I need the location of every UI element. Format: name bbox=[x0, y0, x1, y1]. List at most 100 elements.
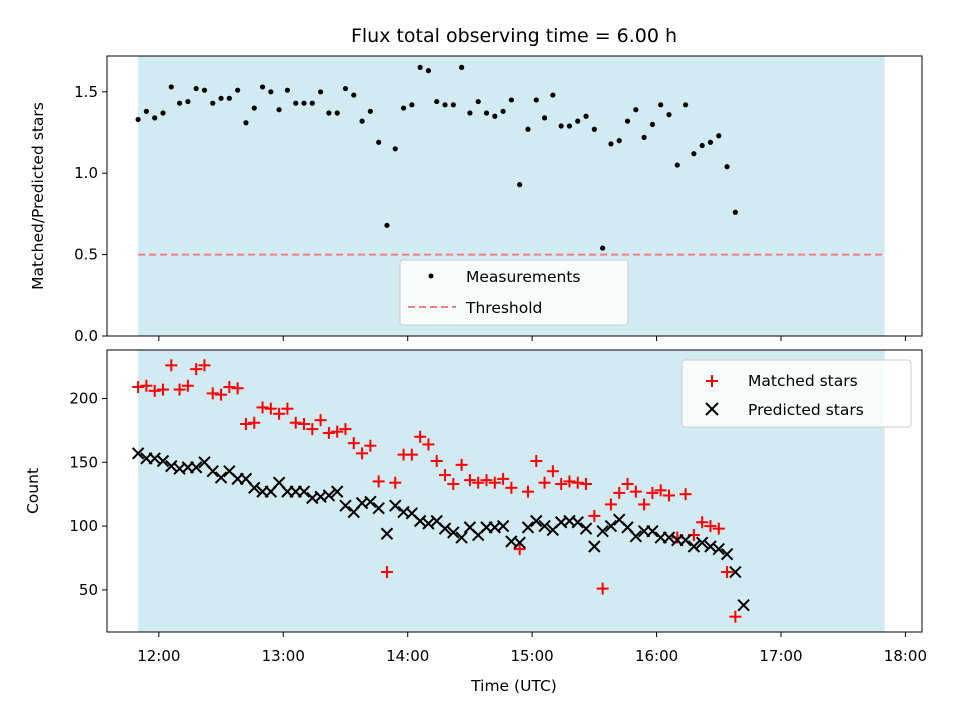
top-y-axis-label: Matched/Predicted stars bbox=[29, 102, 47, 290]
matched-star-point bbox=[264, 402, 277, 415]
measurement-point bbox=[550, 92, 556, 98]
measurement-point bbox=[442, 102, 448, 108]
bottom-y-axis-label: Count bbox=[24, 468, 42, 514]
legend-predicted-marker bbox=[705, 402, 719, 416]
measurement-point bbox=[699, 142, 705, 149]
predicted-star-point bbox=[496, 519, 510, 533]
matched-star-point bbox=[629, 485, 642, 498]
measurement-point bbox=[160, 110, 166, 116]
matched-star-point bbox=[662, 489, 675, 502]
matched-star-point bbox=[439, 469, 452, 482]
predicted-star-point bbox=[687, 540, 701, 553]
matched-star-point bbox=[530, 455, 543, 468]
measurement-point bbox=[575, 118, 581, 124]
legend-predicted-label: Predicted stars bbox=[748, 401, 864, 419]
measurement-point bbox=[707, 139, 714, 145]
measurement-point bbox=[417, 64, 423, 70]
predicted-star-point bbox=[588, 540, 601, 553]
bottom-legend-box bbox=[681, 359, 912, 428]
predicted-star-point bbox=[447, 526, 460, 539]
matched-star-point bbox=[364, 439, 377, 452]
measurement-point bbox=[492, 113, 498, 119]
matched-star-point bbox=[380, 566, 393, 579]
measurement-point bbox=[633, 107, 639, 113]
x-axis-label: Time (UTC) bbox=[470, 677, 557, 695]
predicted-star-point bbox=[629, 530, 643, 543]
bottom-legend: Matched stars Predicted stars bbox=[681, 359, 912, 428]
measurement-point bbox=[658, 102, 664, 108]
matched-star-point bbox=[356, 447, 369, 460]
matched-star-point bbox=[546, 465, 559, 478]
measurement-point bbox=[459, 64, 465, 70]
matched-star-point bbox=[430, 455, 443, 468]
measurement-point bbox=[566, 123, 573, 129]
predicted-star-point bbox=[380, 527, 394, 540]
measurement-point bbox=[384, 222, 390, 228]
matched-star-point bbox=[173, 383, 186, 396]
chart-title: Flux total observing time = 6.00 h bbox=[351, 25, 677, 47]
predicted-star-point bbox=[413, 514, 427, 528]
predicted-star-point bbox=[538, 519, 551, 533]
measurement-point bbox=[218, 95, 224, 101]
predicted-star-point bbox=[330, 485, 344, 498]
predicted-star-point bbox=[131, 447, 145, 460]
predicted-star-point bbox=[214, 471, 228, 484]
predicted-star-point bbox=[455, 531, 468, 544]
matched-star-point bbox=[215, 388, 228, 401]
measurement-point bbox=[201, 87, 208, 93]
bottom-x-ticks: 12:00 13:00 14:00 15:00 16:00 17:00 18:00 bbox=[137, 632, 927, 665]
top-legend: Measurements Threshold bbox=[399, 259, 629, 326]
measurement-point bbox=[508, 97, 514, 103]
top-legend-box bbox=[399, 259, 629, 326]
matched-star-point bbox=[604, 498, 617, 511]
x-tick-label: 12:00 bbox=[137, 647, 180, 665]
measurement-point bbox=[309, 100, 315, 106]
matched-star-point bbox=[588, 509, 601, 522]
top-axes-frame bbox=[106, 55, 923, 337]
matched-star-point bbox=[181, 379, 194, 392]
x-tick-label: 18:00 bbox=[884, 647, 927, 665]
measurement-point bbox=[243, 120, 249, 126]
predicted-star-point bbox=[729, 565, 742, 579]
measurement-point bbox=[691, 151, 697, 157]
y-tick-label: 0.0 bbox=[74, 327, 98, 345]
measurement-point bbox=[293, 100, 299, 106]
matched-star-point bbox=[505, 481, 518, 494]
measurement-point bbox=[434, 98, 440, 105]
predicted-star-point bbox=[148, 452, 161, 465]
predicted-star-point bbox=[712, 542, 725, 556]
measurement-point bbox=[732, 209, 738, 215]
measurement-point bbox=[392, 146, 398, 152]
top-y-ticks: 0.0 0.5 1.0 1.5 bbox=[74, 83, 107, 345]
predicted-star-point bbox=[297, 485, 311, 498]
measurement-point bbox=[301, 100, 307, 106]
predicted-star-point bbox=[646, 524, 659, 538]
y-tick-label: 50 bbox=[79, 581, 98, 599]
matched-star-point bbox=[463, 474, 476, 487]
matched-star-point bbox=[206, 387, 219, 400]
y-tick-label: 0.5 bbox=[74, 246, 98, 264]
matched-star-point bbox=[712, 522, 725, 535]
x-tick-label: 14:00 bbox=[386, 647, 429, 665]
matched-star-point bbox=[679, 488, 692, 501]
matched-star-point bbox=[256, 401, 269, 414]
matched-star-point bbox=[497, 472, 510, 485]
matched-star-point bbox=[455, 458, 468, 471]
matched-star-point bbox=[521, 485, 534, 498]
predicted-star-point bbox=[322, 489, 336, 502]
measurement-point bbox=[326, 110, 332, 116]
matched-star-point bbox=[580, 477, 593, 490]
predicted-star-point bbox=[372, 502, 385, 515]
measurement-point bbox=[193, 85, 199, 92]
matched-star-point bbox=[571, 476, 584, 489]
measurement-point bbox=[666, 112, 672, 118]
measurement-point bbox=[624, 118, 631, 124]
predicted-star-point bbox=[438, 522, 452, 535]
matched-star-point bbox=[322, 426, 335, 439]
measurement-point bbox=[376, 139, 382, 145]
legend-measurements-marker bbox=[428, 273, 434, 279]
matched-star-point bbox=[231, 382, 244, 395]
predicted-star-point bbox=[604, 519, 618, 533]
predicted-star-point bbox=[679, 533, 692, 547]
